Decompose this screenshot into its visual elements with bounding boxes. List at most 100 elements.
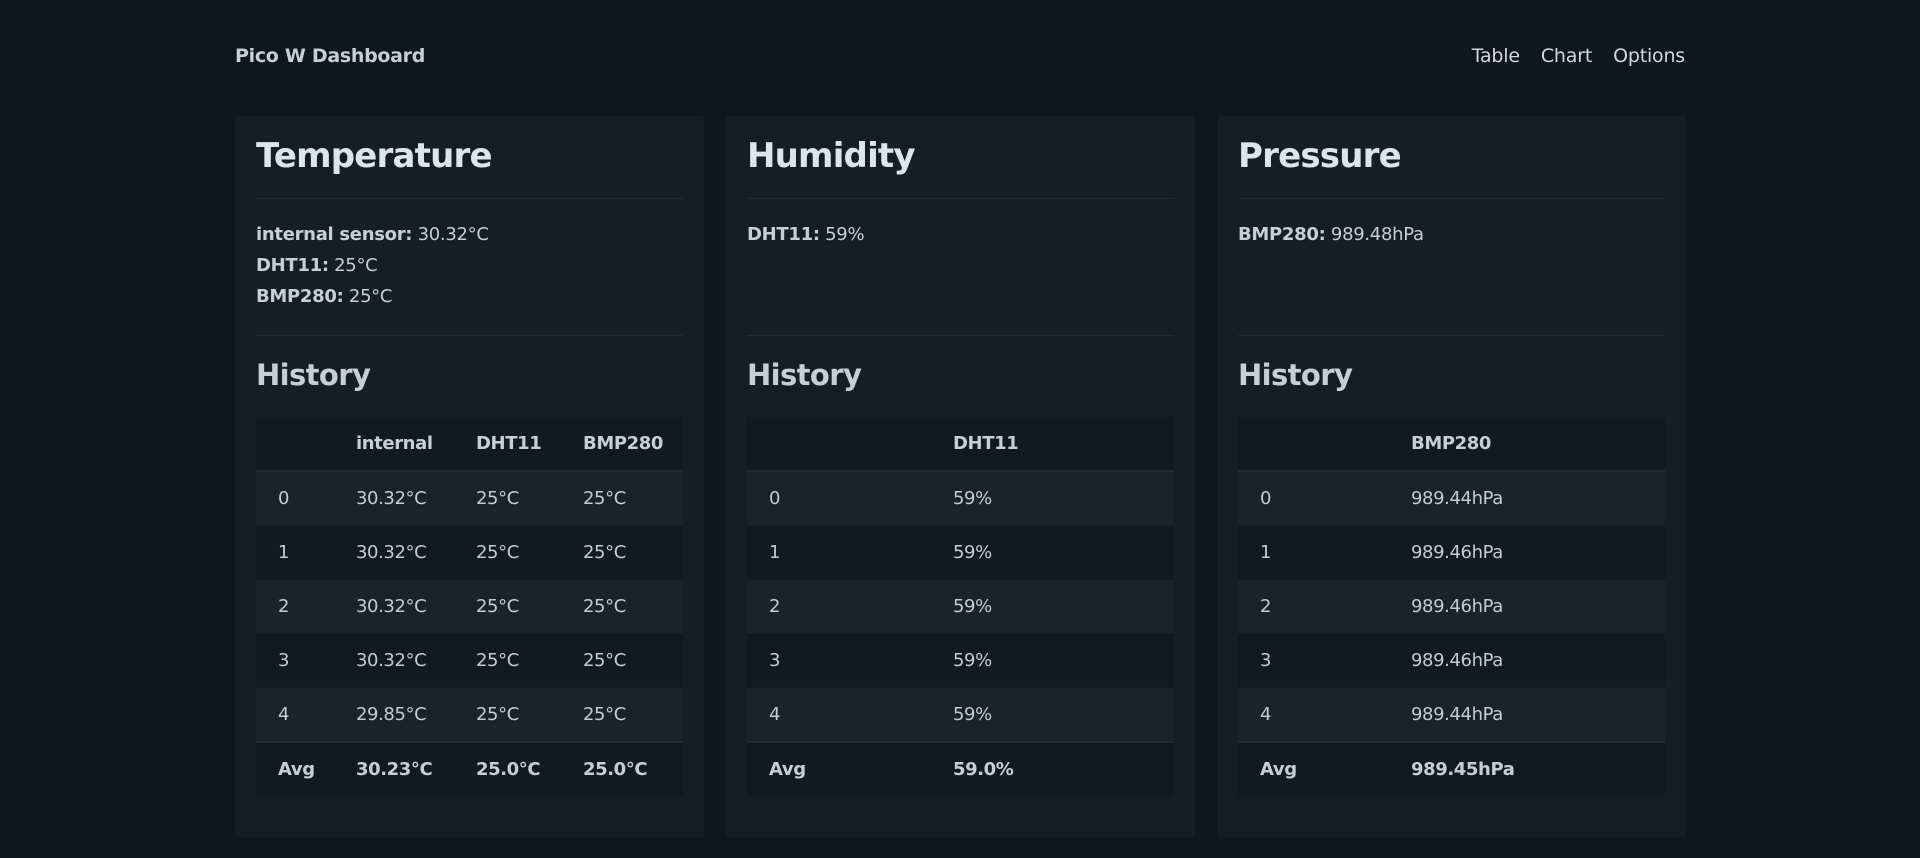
footer-cell: Avg [1238, 741, 1411, 796]
table-row: 3 30.32°C 25°C 25°C [256, 633, 683, 688]
reading-dht11: DHT11: 25°C [256, 250, 683, 281]
table-cell: 25°C [583, 471, 683, 526]
reading-value: 25°C [348, 286, 393, 307]
table-cell: 30.32°C [356, 471, 476, 526]
table-row: 1 989.46hPa [1238, 525, 1665, 580]
table-footer-row: Avg 989.45hPa [1238, 741, 1665, 796]
reading-bmp280: BMP280: 989.48hPa [1238, 219, 1665, 250]
table-row: 4 59% [747, 687, 1174, 743]
table-cell: 30.32°C [356, 579, 476, 634]
current-readings: BMP280: 989.48hPa [1238, 199, 1665, 336]
table-cell: 25°C [583, 579, 683, 634]
table-row: 1 30.32°C 25°C 25°C [256, 525, 683, 580]
brand-title[interactable]: Pico W Dashboard [235, 45, 426, 67]
reading-bmp280: BMP280: 25°C [256, 281, 683, 312]
column-header: DHT11 [476, 417, 583, 472]
reading-value: 25°C [334, 255, 378, 276]
table-row: 2 989.46hPa [1238, 579, 1665, 634]
table-cell: 59% [953, 633, 1174, 688]
table-cell: 25°C [476, 633, 583, 688]
footer-cell: 25.0°C [583, 741, 683, 796]
table-row: 3 59% [747, 633, 1174, 688]
table-cell: 2 [1238, 579, 1411, 634]
table-cell: 2 [256, 579, 356, 634]
table-row: 0 30.32°C 25°C 25°C [256, 471, 683, 526]
footer-cell: 59.0% [953, 741, 1174, 796]
pressure-card: Pressure BMP280: 989.48hPa History BMP28… [1217, 116, 1686, 837]
reading-dht11: DHT11: 59% [747, 219, 1174, 250]
column-header [747, 417, 953, 472]
column-header [1238, 417, 1411, 472]
reading-value: 989.48hPa [1330, 224, 1424, 245]
table-cell: 1 [1238, 525, 1411, 580]
table-cell: 25°C [583, 633, 683, 688]
nav-link-options[interactable]: Options [1613, 45, 1685, 67]
history-table: internal DHT11 BMP280 0 30.32°C 25°C 25°C 1… [256, 417, 683, 796]
table-row: 2 59% [747, 579, 1174, 634]
table-cell: 59% [953, 687, 1174, 743]
table-row: 1 59% [747, 525, 1174, 580]
reading-value: 30.32°C [417, 224, 489, 245]
temperature-card: Temperature internal sensor: 30.32°C DHT… [235, 116, 704, 837]
table-cell: 1 [256, 525, 356, 580]
column-header: internal [356, 417, 476, 472]
column-header [256, 417, 356, 472]
table-cell: 0 [256, 471, 356, 526]
reading-label: BMP280: [1238, 224, 1326, 245]
history-heading: History [747, 358, 862, 392]
table-cell: 59% [953, 471, 1174, 526]
table-cell: 25°C [583, 687, 683, 743]
column-header: BMP280 [1411, 417, 1665, 472]
table-cell: 4 [256, 687, 356, 743]
table-cell: 989.46hPa [1411, 633, 1665, 688]
reading-label: DHT11: [256, 255, 329, 276]
table-footer-row: Avg 30.23°C 25.0°C 25.0°C [256, 741, 683, 796]
table-cell: 59% [953, 579, 1174, 634]
table-row: 4 29.85°C 25°C 25°C [256, 687, 683, 743]
table-cell: 989.46hPa [1411, 525, 1665, 580]
history-table: BMP280 0 989.44hPa 1 989.46hPa 2 989.46hPa … [1238, 417, 1665, 796]
table-cell: 3 [747, 633, 953, 688]
history-heading: History [256, 358, 371, 392]
reading-value: 59% [825, 224, 865, 245]
table-cell: 3 [1238, 633, 1411, 688]
table-cell: 0 [1238, 471, 1411, 526]
column-header: DHT11 [953, 417, 1174, 472]
table-cell: 4 [1238, 687, 1411, 743]
table-cell: 989.44hPa [1411, 471, 1665, 526]
history-heading: History [1238, 358, 1353, 392]
reading-label: internal sensor: [256, 224, 413, 245]
table-cell: 29.85°C [356, 687, 476, 743]
table-footer-row: Avg 59.0% [747, 741, 1174, 796]
reading-label: BMP280: [256, 286, 344, 307]
footer-cell: Avg [747, 741, 953, 796]
table-row: 0 59% [747, 471, 1174, 526]
footer-cell: 989.45hPa [1411, 741, 1665, 796]
column-header: BMP280 [583, 417, 683, 472]
table-row: 3 989.46hPa [1238, 633, 1665, 688]
footer-cell: 30.23°C [356, 741, 476, 796]
table-row: 2 30.32°C 25°C 25°C [256, 579, 683, 634]
table-header-row: BMP280 [1238, 417, 1665, 472]
top-navbar: Pico W Dashboard Table Chart Options [235, 36, 1685, 76]
table-cell: 989.46hPa [1411, 579, 1665, 634]
footer-cell: Avg [256, 741, 356, 796]
footer-cell: 25.0°C [476, 741, 583, 796]
card-title: Pressure [1238, 116, 1665, 199]
humidity-card: Humidity DHT11: 59% History DHT11 0 59% 1… [726, 116, 1195, 837]
current-readings: DHT11: 59% [747, 199, 1174, 336]
nav-link-chart[interactable]: Chart [1540, 45, 1593, 67]
table-header-row: DHT11 [747, 417, 1174, 472]
table-cell: 4 [747, 687, 953, 743]
table-cell: 25°C [583, 525, 683, 580]
table-cell: 30.32°C [356, 633, 476, 688]
table-cell: 25°C [476, 525, 583, 580]
nav-link-table[interactable]: Table [1471, 45, 1520, 67]
table-row: 4 989.44hPa [1238, 687, 1665, 743]
table-row: 0 989.44hPa [1238, 471, 1665, 526]
table-cell: 2 [747, 579, 953, 634]
table-cell: 25°C [476, 687, 583, 743]
current-readings: internal sensor: 30.32°C DHT11: 25°C BMP… [256, 199, 683, 336]
table-cell: 30.32°C [356, 525, 476, 580]
table-cell: 0 [747, 471, 953, 526]
